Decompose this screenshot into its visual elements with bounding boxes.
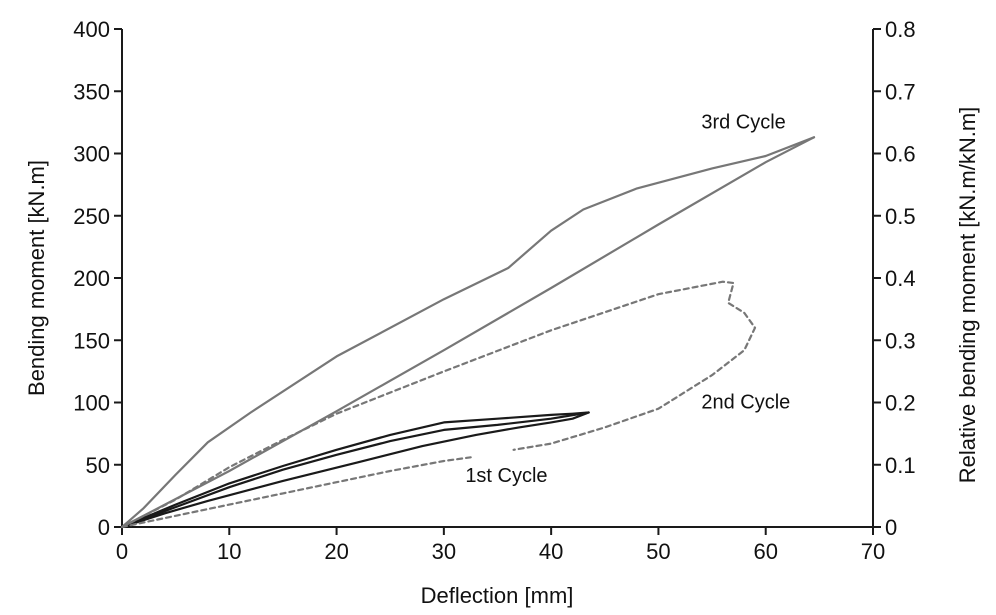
y2-tick-label: 0.2 — [885, 391, 916, 416]
y2-tick-label: 0 — [885, 515, 897, 540]
x-ticks: 0 10 20 30 40 50 60 70 — [116, 527, 885, 564]
x-tick-label: 30 — [432, 539, 456, 564]
y-tick-label: 400 — [73, 17, 110, 42]
series-group — [120, 136, 816, 529]
y-ticks-right: 0 0.1 0.2 0.3 0.4 0.5 0.6 0.7 0.8 — [873, 17, 916, 540]
y-tick-label: 0 — [98, 515, 110, 540]
x-tick-label: 60 — [753, 539, 777, 564]
y-tick-label: 200 — [73, 266, 110, 291]
y-tick-label: 50 — [86, 453, 110, 478]
series-line-5 — [120, 136, 816, 529]
x-tick-label: 70 — [861, 539, 885, 564]
y2-tick-label: 0.3 — [885, 328, 916, 353]
axes-frame — [121, 29, 874, 528]
y-tick-label: 350 — [73, 79, 110, 104]
x-tick-label: 50 — [646, 539, 670, 564]
y-ticks-left: 0 50 100 150 200 250 300 350 400 — [73, 17, 122, 540]
cycle-annotation: 2nd Cycle — [701, 392, 790, 414]
cycle-annotation: 1st Cycle — [465, 465, 547, 487]
series-line-6 — [120, 136, 816, 529]
y-tick-label: 100 — [73, 391, 110, 416]
series-line-3 — [120, 456, 472, 529]
y-axis-title-right: Relative bending moment [kN.m/kN.m] — [955, 107, 980, 484]
series-line-2 — [120, 411, 590, 529]
x-axis-title: Deflection [mm] — [421, 583, 574, 608]
x-tick-label: 0 — [116, 539, 128, 564]
y2-tick-label: 0.7 — [885, 79, 916, 104]
cycle-annotation: 3rd Cycle — [701, 112, 785, 134]
y-tick-label: 300 — [73, 142, 110, 167]
annotation-group: 3rd Cycle 2nd Cycle 1st Cycle — [465, 112, 790, 488]
y2-tick-label: 0.4 — [885, 266, 916, 291]
x-tick-label: 40 — [539, 539, 563, 564]
y2-tick-label: 0.1 — [885, 453, 916, 478]
y-tick-label: 150 — [73, 328, 110, 353]
y-axis-title-left: Bending moment [kN.m] — [24, 160, 49, 396]
x-tick-label: 10 — [217, 539, 241, 564]
series-line-1 — [120, 411, 590, 529]
y2-tick-label: 0.5 — [885, 204, 916, 229]
x-tick-label: 20 — [324, 539, 348, 564]
y2-tick-label: 0.6 — [885, 142, 916, 167]
series-line-4 — [120, 280, 757, 529]
y2-tick-label: 0.8 — [885, 17, 916, 42]
y-tick-label: 250 — [73, 204, 110, 229]
